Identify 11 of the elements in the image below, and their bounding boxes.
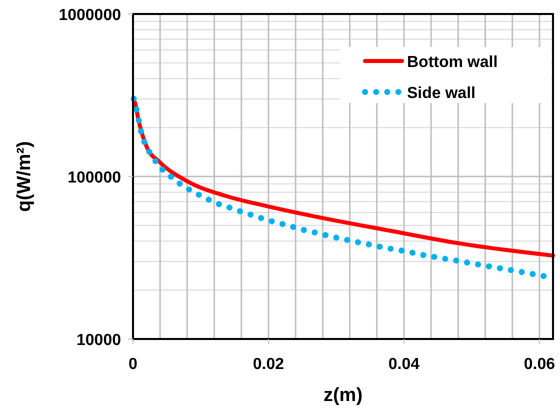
x-tick-label: 0.06	[524, 356, 556, 373]
legend-label: Bottom wall	[407, 54, 498, 71]
x-tick-label: 0.04	[388, 356, 420, 373]
y-tick-label: 100000	[68, 170, 122, 186]
x-tick-label: 0	[128, 356, 138, 373]
x-tick-label: 0.02	[252, 356, 284, 373]
y-axis-title: q(W/m²)	[14, 141, 35, 212]
y-tick-label: 1000000	[58, 7, 122, 24]
legend-label: Side wall	[407, 85, 476, 102]
x-axis-title: z(m)	[323, 385, 363, 406]
y-tick-label: 10000	[76, 332, 122, 349]
